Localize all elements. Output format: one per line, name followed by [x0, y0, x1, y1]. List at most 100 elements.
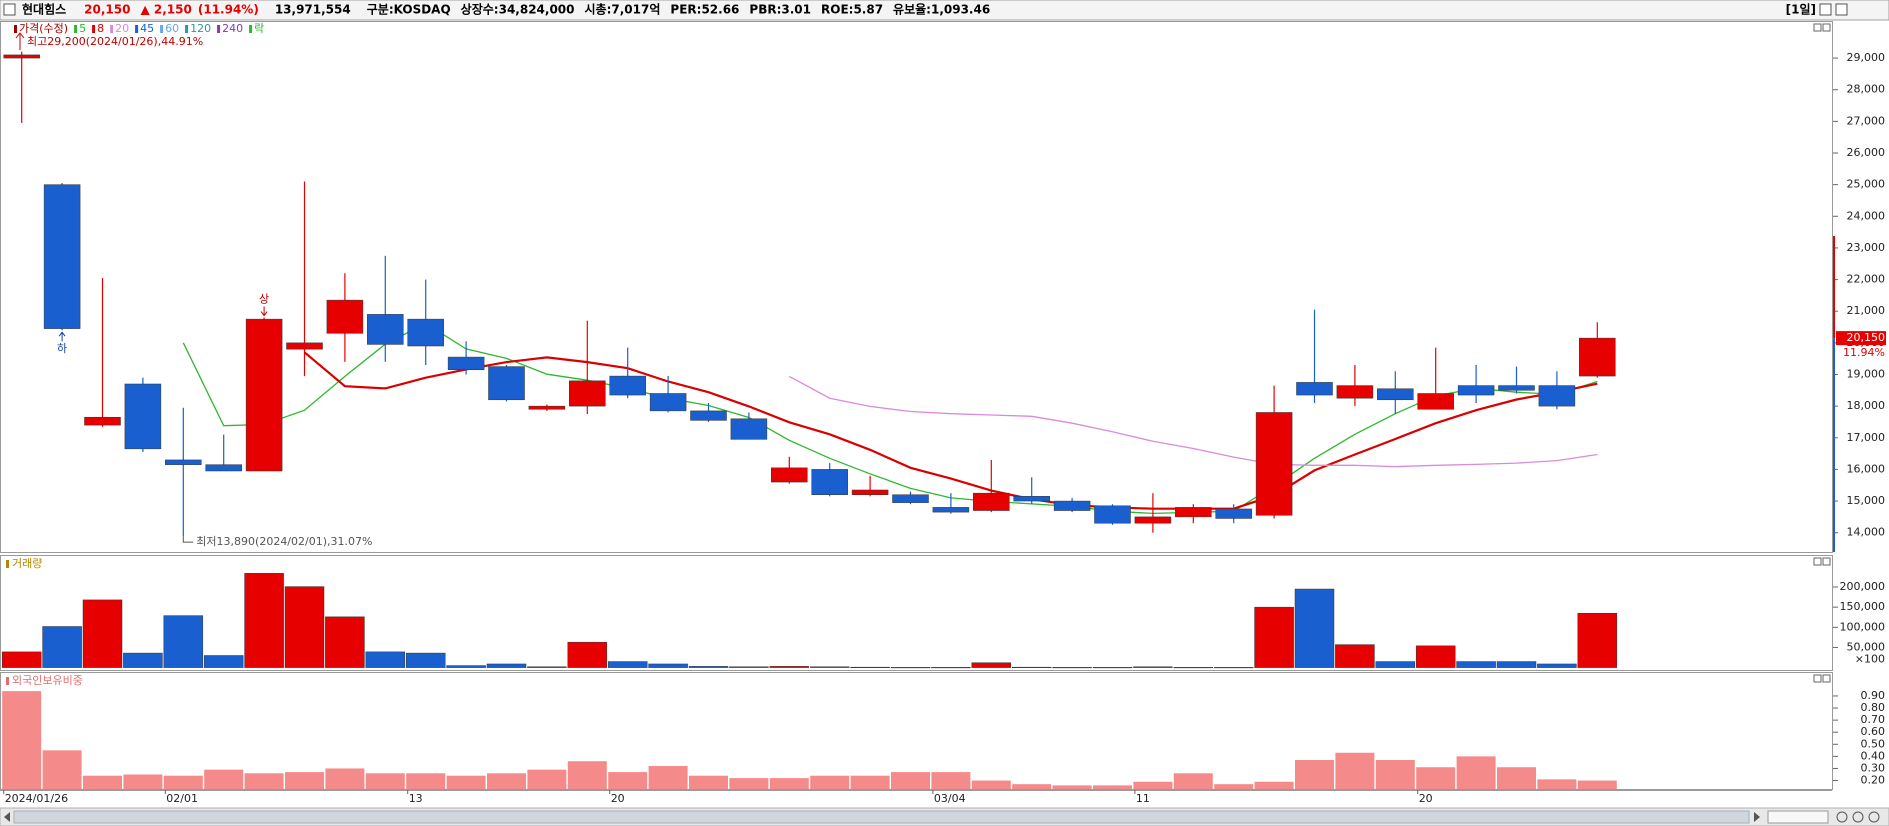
candle-body: [1255, 412, 1293, 516]
y-tick-label: 18,000: [1847, 399, 1886, 412]
bar: [1456, 661, 1496, 668]
bar: [1537, 663, 1577, 668]
bar: [1, 651, 42, 668]
header-field: 구분:KOSDAQ: [367, 3, 451, 17]
y-tick-label: 15,000: [1847, 494, 1886, 507]
y-tick-label: 26,000: [1847, 146, 1886, 159]
candle-body: [1336, 385, 1374, 399]
bar: [567, 761, 607, 789]
bar: [244, 573, 284, 668]
pane-icon[interactable]: [1822, 23, 1831, 32]
bar: [1254, 781, 1294, 789]
lower-limit-label: 하: [57, 341, 67, 355]
candle-body: [1053, 500, 1091, 511]
y-tick-label: 200,000: [1840, 580, 1886, 593]
bar: [1173, 773, 1213, 789]
pane-icon[interactable]: [1822, 557, 1831, 566]
bar: [1012, 784, 1052, 789]
candle-body: [1538, 385, 1576, 407]
candle-body: [973, 492, 1010, 511]
legend-swatch: [14, 25, 17, 33]
y-tick-label: 24,000: [1847, 209, 1886, 222]
price-pane-frame: [0, 21, 1833, 553]
bar: [163, 615, 204, 668]
bar: [769, 778, 809, 789]
x-tick-label: 20: [611, 792, 625, 805]
ma-line: [788, 375, 1598, 468]
pane-icon[interactable]: [1813, 557, 1822, 566]
bar: [1335, 752, 1375, 789]
x-tick-label: 11: [1136, 792, 1150, 805]
bar: [850, 666, 890, 668]
header-field: PBR:3.01: [749, 3, 811, 17]
price-tag-change: 11.94%: [1843, 346, 1885, 359]
bar: [244, 773, 284, 789]
candle-body: [1013, 496, 1050, 502]
legend-label: 8: [97, 22, 104, 35]
pane-icon[interactable]: [1822, 674, 1831, 683]
pane-icon[interactable]: [1813, 23, 1822, 32]
bar: [931, 772, 971, 789]
candle-body: [1215, 508, 1252, 519]
bar: [1496, 661, 1537, 668]
legend-label: 240: [222, 22, 243, 35]
bar: [123, 774, 163, 789]
header-field: (11.94%): [198, 3, 259, 17]
zoom-in-icon[interactable]: [1852, 811, 1864, 823]
scroll-right-arrow[interactable]: [1754, 812, 1760, 822]
candle-body: [932, 507, 970, 513]
close-button[interactable]: [1835, 3, 1848, 16]
header-checkbox[interactable]: [3, 3, 16, 16]
price-tag: [1836, 331, 1886, 346]
header-field: 현대힘스: [22, 2, 66, 17]
legend-label: 60: [165, 22, 179, 35]
y-tick-label: 17,000: [1847, 431, 1886, 444]
bar: [1295, 760, 1334, 789]
bar: [971, 662, 1012, 668]
legend-swatch: [185, 25, 189, 33]
candle-body: [326, 299, 364, 334]
legend-swatch: [249, 25, 253, 33]
zoom-out-icon[interactable]: [1836, 811, 1848, 823]
pane-icon[interactable]: [1813, 674, 1822, 683]
bar: [527, 769, 567, 789]
bar: [648, 766, 688, 789]
y-tick-label: 0.40: [1861, 749, 1886, 762]
ma-line: [303, 351, 1598, 510]
bar: [729, 778, 769, 789]
y-tick-label: 14,000: [1847, 526, 1886, 539]
candle-body: [367, 314, 404, 345]
legend-label: 120: [190, 22, 211, 35]
candle-body: [771, 467, 808, 483]
bar: [446, 775, 486, 789]
scroll-left-arrow[interactable]: [4, 812, 10, 822]
zoom-slider[interactable]: [1767, 810, 1829, 824]
bar: [1214, 784, 1254, 789]
candle-body: [1417, 393, 1454, 410]
y-tick-label: 19,000: [1847, 367, 1886, 380]
minimize-button[interactable]: [1819, 3, 1832, 16]
y-tick-label: 0.70: [1861, 713, 1886, 726]
y-tick-label: 0.20: [1861, 774, 1886, 787]
pane-title-swatch: [6, 560, 9, 568]
x-tick-label: 2024/01/26: [5, 792, 68, 805]
bar: [1011, 666, 1052, 668]
header-field: 상장수:34,824,000: [461, 2, 575, 17]
bar: [325, 768, 365, 789]
scrollbar-thumb[interactable]: [13, 810, 1750, 824]
bar: [1052, 667, 1092, 669]
y-tick-label: 29,000: [1847, 51, 1886, 64]
zoom-reset-icon[interactable]: [1868, 811, 1880, 823]
pane-title: 외국인보유비중: [12, 674, 83, 687]
period-label[interactable]: [1일]: [1786, 3, 1816, 17]
bar: [1577, 612, 1618, 668]
bar: [203, 655, 244, 668]
candle-body: [649, 393, 687, 412]
header-field: ▲ 2,150: [140, 3, 191, 17]
candle-body: [569, 380, 606, 407]
legend-swatch: [74, 25, 78, 33]
y-tick-label: 0.80: [1861, 701, 1886, 714]
header-field: ROE:5.87: [821, 3, 883, 17]
candle-body: [609, 375, 646, 396]
price-tag-label: 20,150: [1847, 331, 1886, 344]
